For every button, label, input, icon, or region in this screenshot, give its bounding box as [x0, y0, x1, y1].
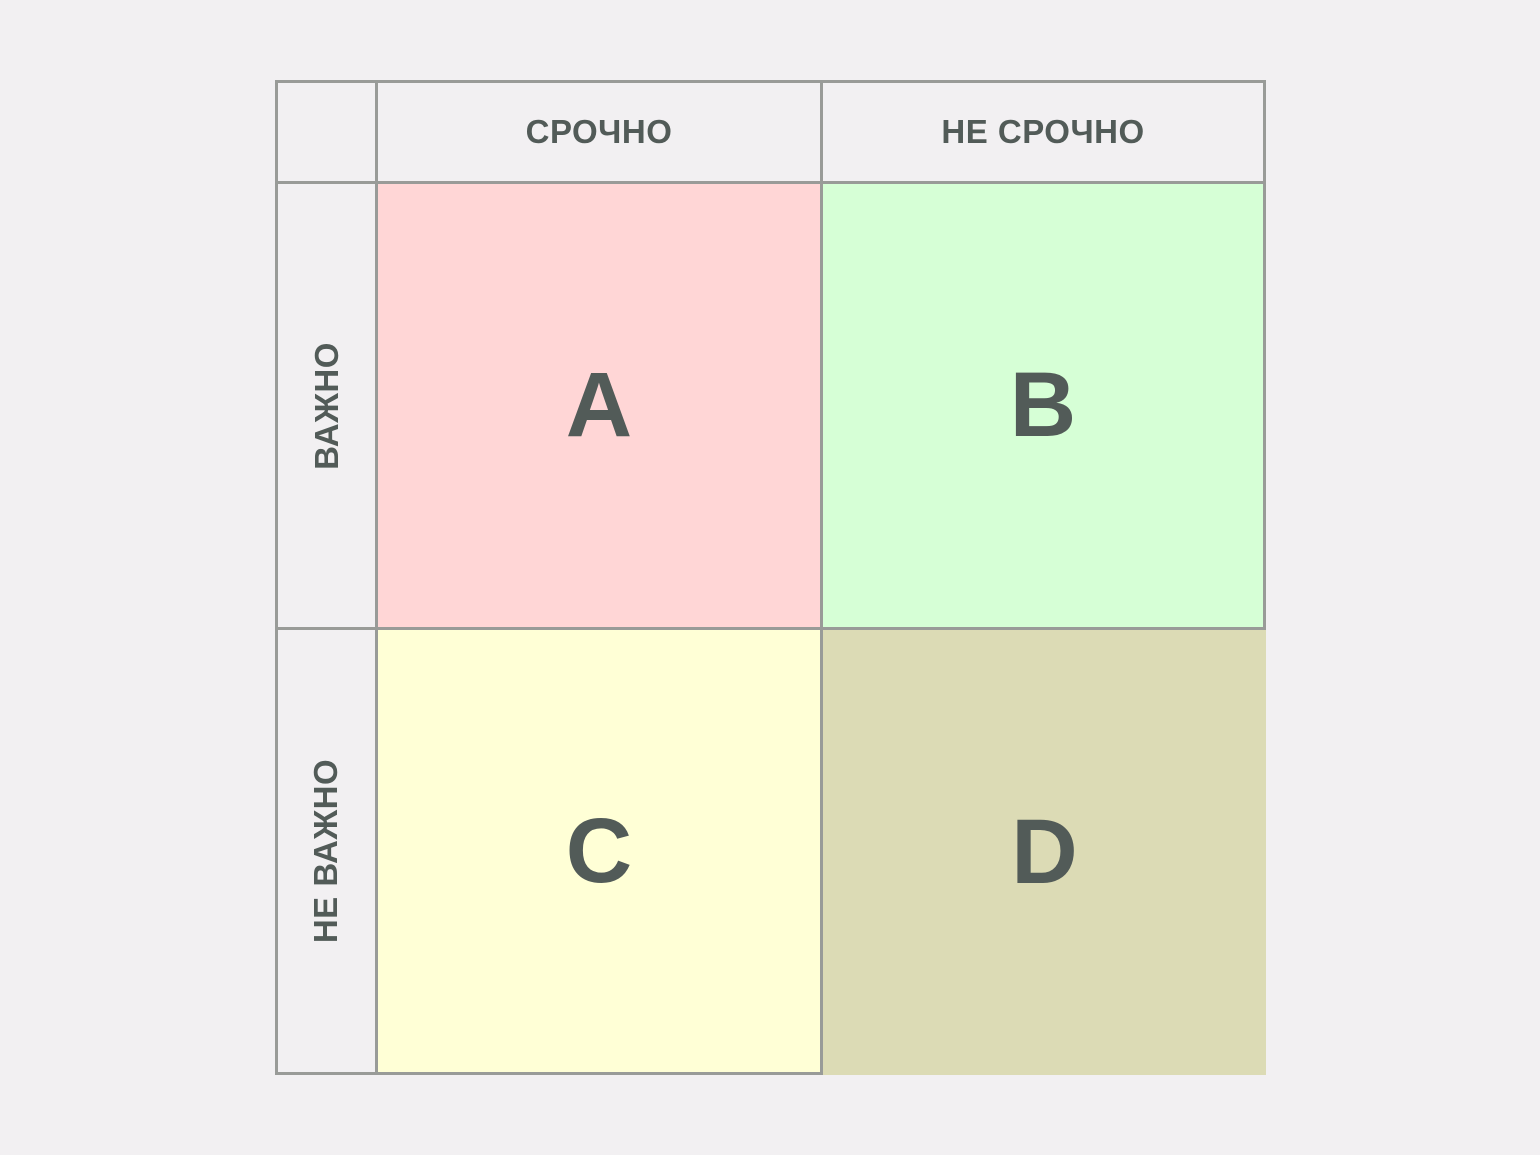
- column-header-urgent: СРОЧНО: [375, 80, 823, 184]
- row-header-label: ВАЖНО: [307, 341, 345, 470]
- quadrant-label: C: [565, 799, 633, 902]
- column-header-label: СРОЧНО: [525, 113, 673, 150]
- quadrant-label: D: [1011, 801, 1078, 903]
- quadrant-c: C: [375, 627, 823, 1075]
- row-header-important: ВАЖНО: [275, 181, 378, 630]
- column-header-not-urgent: НЕ СРОЧНО: [820, 80, 1266, 184]
- corner-cell: [275, 80, 378, 184]
- quadrant-b: B: [820, 181, 1266, 630]
- row-header-not-important: НЕ ВАЖНО: [275, 627, 378, 1075]
- quadrant-label: B: [1009, 354, 1077, 456]
- row-header-label: НЕ ВАЖНО: [307, 758, 345, 944]
- quadrant-d: D: [823, 630, 1266, 1075]
- quadrant-a: A: [375, 181, 823, 630]
- quadrant-label: A: [565, 354, 633, 456]
- column-header-label: НЕ СРОЧНО: [941, 113, 1145, 150]
